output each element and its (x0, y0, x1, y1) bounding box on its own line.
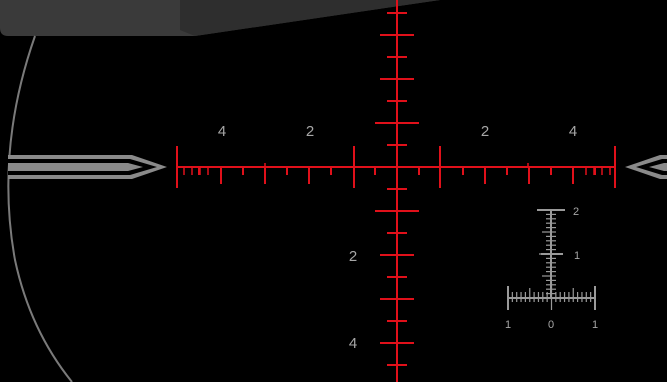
horizontal-label-right-outer: 4 (569, 123, 577, 140)
field-of-view-edge (7, 35, 73, 382)
reticle-crosshair (176, 0, 616, 382)
vertical-label-lower-inner: 2 (349, 248, 357, 265)
post-right-icon (625, 155, 667, 179)
horizontal-label-right-inner: 2 (481, 123, 489, 140)
scope-housing-shade (180, 0, 440, 36)
rangefinder-label-left: 1 (505, 319, 511, 331)
rangefinder-label-top: 2 (573, 206, 579, 218)
horizontal-label-left-outer: 4 (218, 123, 226, 140)
rangefinder-label-right: 1 (592, 319, 598, 331)
rangefinder-label-middle: 1 (574, 250, 580, 262)
post-left-icon (8, 155, 167, 179)
horizontal-label-left-inner: 2 (306, 123, 314, 140)
vertical-label-lower-outer: 4 (349, 335, 357, 352)
rangefinder-label-center: 0 (548, 319, 554, 331)
rangefinder-scale (507, 209, 596, 310)
